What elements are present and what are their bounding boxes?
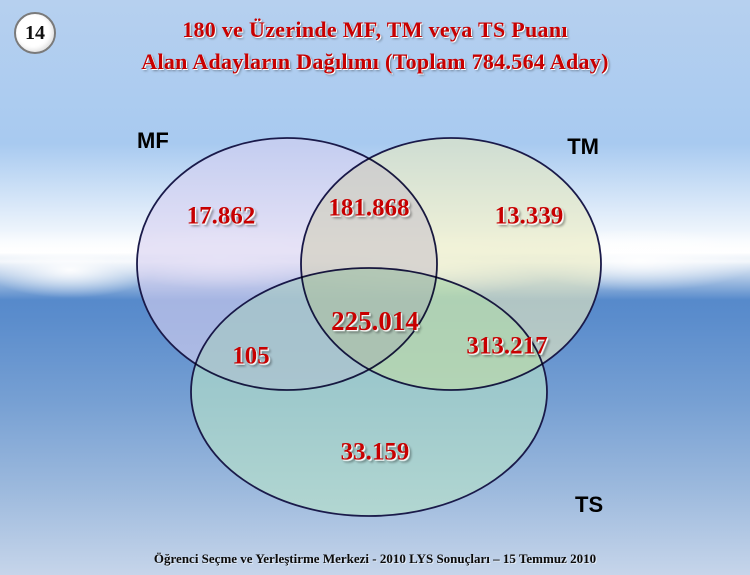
slide-footer: Öğrenci Seçme ve Yerleştirme Merkezi - 2… <box>0 551 750 567</box>
venn-value-mf-tm: 181.868 <box>328 195 409 222</box>
title-line-2: Alan Adayların Dağılımı (Toplam 784.564 … <box>0 46 750 78</box>
venn-value-ts-only: 33.159 <box>341 439 410 466</box>
title-line-1: 180 ve Üzerinde MF, TM veya TS Puanı <box>0 14 750 46</box>
venn-label-mf: MF <box>137 128 169 153</box>
venn-value-tm-ts: 313.217 <box>466 333 547 360</box>
venn-diagram: MF TM TS 17.862 181.868 13.339 105 225.0… <box>55 92 695 542</box>
slide-stage: 14 180 ve Üzerinde MF, TM veya TS Puanı … <box>0 0 750 575</box>
slide-title: 180 ve Üzerinde MF, TM veya TS Puanı Ala… <box>0 14 750 78</box>
venn-value-tm-only: 13.339 <box>495 203 564 230</box>
venn-value-mf-ts: 105 <box>232 343 270 370</box>
venn-label-tm: TM <box>567 134 599 159</box>
venn-value-center: 225.014 <box>331 306 419 336</box>
venn-value-mf-only: 17.862 <box>187 203 256 230</box>
venn-label-ts: TS <box>575 492 603 517</box>
venn-set-ts <box>191 268 547 516</box>
